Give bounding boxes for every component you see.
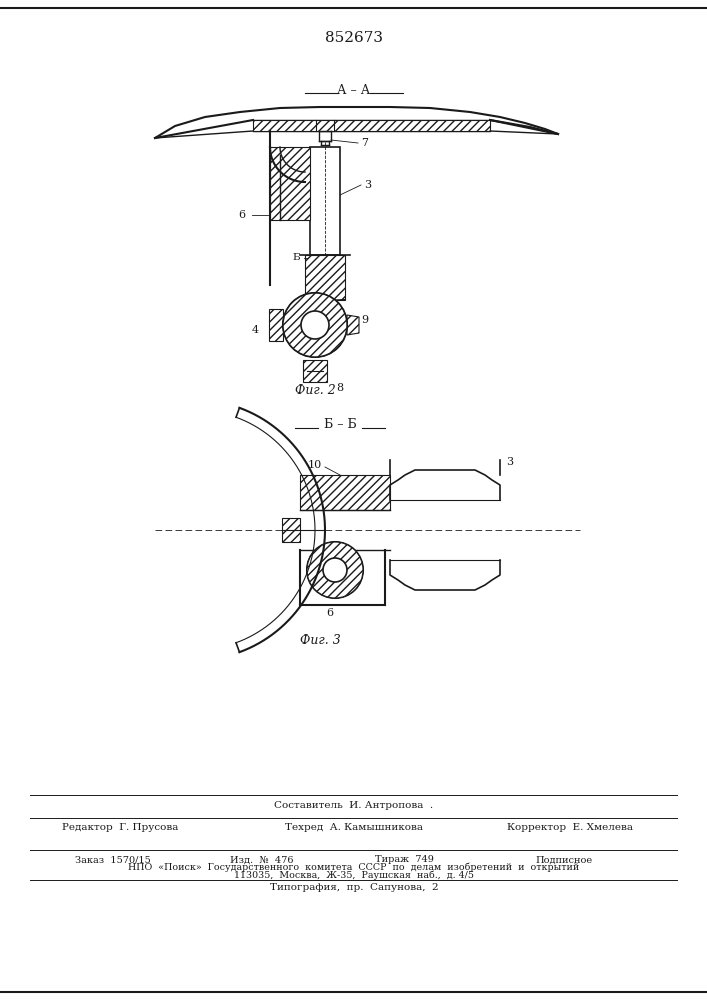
Text: 852673: 852673 (325, 31, 383, 45)
Text: 10: 10 (308, 460, 322, 470)
Circle shape (283, 293, 347, 357)
Polygon shape (300, 475, 390, 510)
Text: Изд.  №  476: Изд. № 476 (230, 856, 293, 864)
Text: 6: 6 (238, 210, 245, 220)
Text: Составитель  И. Антропова  .: Составитель И. Антропова . (274, 800, 433, 810)
Text: НПО  «Поиск»  Государственного  комитета  СССР  по  делам  изобретений  и  откры: НПО «Поиск» Государственного комитета СС… (129, 862, 580, 872)
Text: 3: 3 (506, 457, 513, 467)
Polygon shape (310, 147, 340, 255)
Circle shape (283, 293, 347, 357)
Polygon shape (303, 360, 327, 382)
Text: Тираж  749: Тираж 749 (375, 856, 434, 864)
Text: Типография,  пр.  Сапунова,  2: Типография, пр. Сапунова, 2 (269, 884, 438, 892)
Text: Заказ  1570/15: Заказ 1570/15 (75, 856, 151, 864)
Text: 4: 4 (252, 325, 259, 335)
Text: 6: 6 (327, 608, 334, 618)
Text: Редактор  Г. Прусова: Редактор Г. Прусова (62, 824, 178, 832)
Text: Б: Б (292, 253, 300, 262)
Polygon shape (282, 518, 300, 542)
Text: 7: 7 (361, 138, 368, 148)
Circle shape (307, 542, 363, 598)
Text: Техред  А. Камышникова: Техред А. Камышникова (285, 824, 423, 832)
Text: 113035,  Москва,  Ж-35,  Раушская  наб.,  д. 4/5: 113035, Москва, Ж-35, Раушская наб., д. … (234, 870, 474, 880)
Circle shape (307, 542, 363, 598)
Polygon shape (305, 255, 345, 300)
Circle shape (323, 558, 347, 582)
Text: Корректор  Е. Хмелева: Корректор Е. Хмелева (507, 824, 633, 832)
Text: А – А: А – А (337, 84, 370, 97)
Text: 3: 3 (364, 180, 372, 190)
Polygon shape (269, 309, 283, 341)
Polygon shape (347, 315, 359, 335)
Text: Б – Б: Б – Б (324, 418, 356, 432)
Polygon shape (270, 147, 310, 220)
Text: Фиг. 3: Фиг. 3 (300, 634, 340, 647)
Text: 9: 9 (361, 315, 368, 325)
Text: 8: 8 (337, 383, 344, 393)
Polygon shape (305, 293, 345, 301)
Text: Подписное: Подписное (535, 856, 592, 864)
Polygon shape (253, 120, 490, 131)
Text: Фиг. 2: Фиг. 2 (295, 383, 335, 396)
Circle shape (301, 311, 329, 339)
